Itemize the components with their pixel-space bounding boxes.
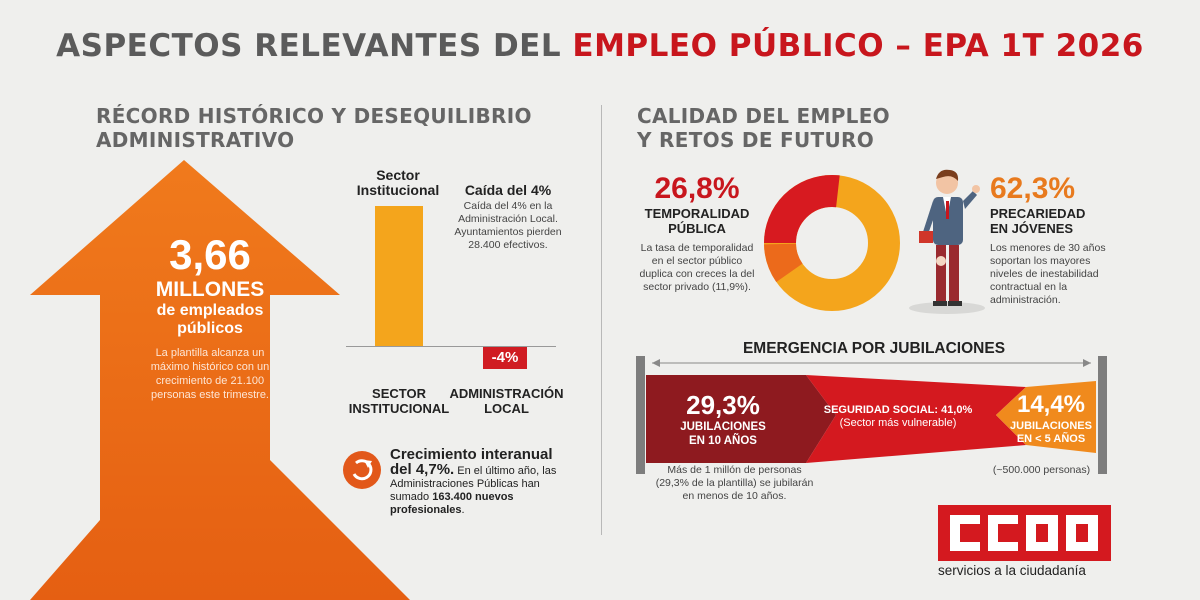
right-section-heading: CALIDAD DEL EMPLEO Y RETOS DE FUTURO: [637, 104, 890, 152]
drop-callout: Caída del 4% Caída del 4% en la Administ…: [453, 182, 563, 252]
precariedad-block: 62,3% PRECARIEDAD EN JÓVENES Los menores…: [990, 172, 1120, 307]
jubilaciones-mid-line-2: (Sector más vulnerable): [839, 417, 957, 429]
employees-description: La plantilla alcanza un máximo histórico…: [150, 347, 270, 401]
title-part-red: EMPLEO PÚBLICO – EPA 1T 2026: [572, 28, 1144, 64]
left-heading-line2: ADMINISTRATIVO: [96, 128, 295, 152]
right-heading-line1: CALIDAD DEL EMPLEO: [637, 104, 890, 128]
left-heading-line1: RÉCORD HISTÓRICO Y DESEQUILIBRIO: [96, 104, 532, 128]
jubilaciones-right-label-1: JUBILACIONES: [1010, 420, 1092, 432]
cat1-line1: SECTOR: [372, 386, 426, 401]
temporalidad-donut-chart: [764, 175, 900, 311]
temporalidad-label-1: TEMPORALIDAD: [644, 206, 750, 221]
drop-text: Caída del 4% en la Administración Local.…: [454, 200, 562, 251]
jubilaciones-note-right: (~500.000 personas): [992, 464, 1091, 476]
title-part-grey: ASPECTOS RELEVANTES DEL: [56, 28, 573, 64]
cat1-line2: INSTITUCIONAL: [348, 401, 450, 416]
jubilaciones-note-left: Más de 1 millón de personas (29,3% de la…: [655, 464, 814, 502]
growth-text-after: .: [461, 504, 465, 516]
bar-administracion-local: -4%: [483, 347, 527, 369]
employees-unit: MILLONES: [155, 278, 265, 301]
temporalidad-block: 26,8% TEMPORALIDAD PÚBLICA La tasa de te…: [634, 172, 760, 294]
page-title: ASPECTOS RELEVANTES DEL EMPLEO PÚBLICO –…: [0, 28, 1200, 64]
precariedad-text: Los menores de 30 años soportan los mayo…: [990, 242, 1106, 306]
right-heading-line2: Y RETOS DE FUTURO: [637, 128, 875, 152]
left-section-heading: RÉCORD HISTÓRICO Y DESEQUILIBRIO ADMINIS…: [96, 104, 532, 152]
bar-top-label-1: Sector: [376, 167, 420, 183]
jubilaciones-band-graphic: [636, 356, 1107, 474]
temporalidad-label-2: PÚBLICA: [668, 221, 726, 236]
bar-top-label: Sector Institucional: [348, 168, 448, 198]
jubilaciones-mid-line-1: SEGURIDAD SOCIAL: 41,0%: [823, 404, 973, 416]
jubilaciones-left-label-1: JUBILACIONES: [680, 421, 766, 433]
temporalidad-value: 26,8%: [654, 172, 740, 205]
precariedad-value: 62,3%: [990, 172, 1076, 205]
growth-text-before: En el último año, las Administraciones P…: [390, 465, 557, 503]
cat2-line1: ADMINISTRACIÓN: [449, 386, 564, 401]
ccoo-logo-subtitle: servicios a la ciudadanía: [938, 563, 1086, 578]
growth-text-bold: 163.400 nuevos profesionales: [390, 491, 514, 516]
employees-subtitle-1: de empleados: [156, 302, 264, 319]
donut-temporal-slice: [764, 175, 900, 311]
growth-text: del 4,7%. En el último año, las Administ…: [390, 461, 565, 517]
growth-title-2: del 4,7%.: [390, 461, 455, 478]
precariedad-label-2: EN JÓVENES: [990, 221, 1074, 236]
jubilaciones-mid-band: SEGURIDAD SOCIAL: 41,0% (Sector más vuln…: [808, 404, 988, 430]
jubilaciones-left-band: 29,3% JUBILACIONES EN 10 AÑOS: [648, 390, 798, 448]
growth-title-1: Crecimiento interanual: [390, 446, 553, 463]
cat2-line2: LOCAL: [484, 401, 529, 416]
growth-block: Crecimiento interanual del 4,7%. En el ú…: [390, 446, 565, 517]
bar-sector-institucional: [375, 206, 423, 346]
bar-top-label-2: Institucional: [356, 182, 440, 198]
jubilaciones-left-label-2: EN 10 AÑOS: [689, 435, 757, 447]
employees-value: 3,66: [169, 231, 251, 278]
section-divider: [601, 105, 602, 535]
jubilaciones-right-band: 14,4% JUBILACIONES EN < 5 AÑOS: [1003, 390, 1099, 446]
ccoo-logo-mark: [950, 515, 1098, 551]
bar-category-1: SECTOR INSTITUCIONAL: [344, 386, 454, 416]
drop-title: Caída del 4%: [464, 182, 552, 198]
bar-baseline: [346, 346, 556, 347]
temporalidad-text: La tasa de temporalidad en el sector púb…: [639, 242, 755, 293]
jubilaciones-heading: EMERGENCIA POR JUBILACIONES: [742, 340, 1006, 357]
growth-arrow-graphic: [0, 160, 410, 600]
jubilaciones-right-label-2: EN < 5 AÑOS: [1016, 433, 1086, 445]
growth-refresh-icon: [343, 451, 381, 489]
employees-subtitle-2: públicos: [177, 320, 243, 337]
jubilaciones-right-value: 14,4%: [1016, 391, 1086, 418]
arrow-content: 3,66 MILLONES de empleados públicos La p…: [110, 232, 310, 402]
ccoo-logo: [938, 505, 1111, 561]
young-worker-illustration: [909, 169, 985, 314]
precariedad-label-1: PRECARIEDAD: [990, 206, 1086, 221]
jubilaciones-left-value: 29,3%: [686, 390, 760, 420]
bar-category-2: ADMINISTRACIÓN LOCAL: [449, 386, 564, 416]
